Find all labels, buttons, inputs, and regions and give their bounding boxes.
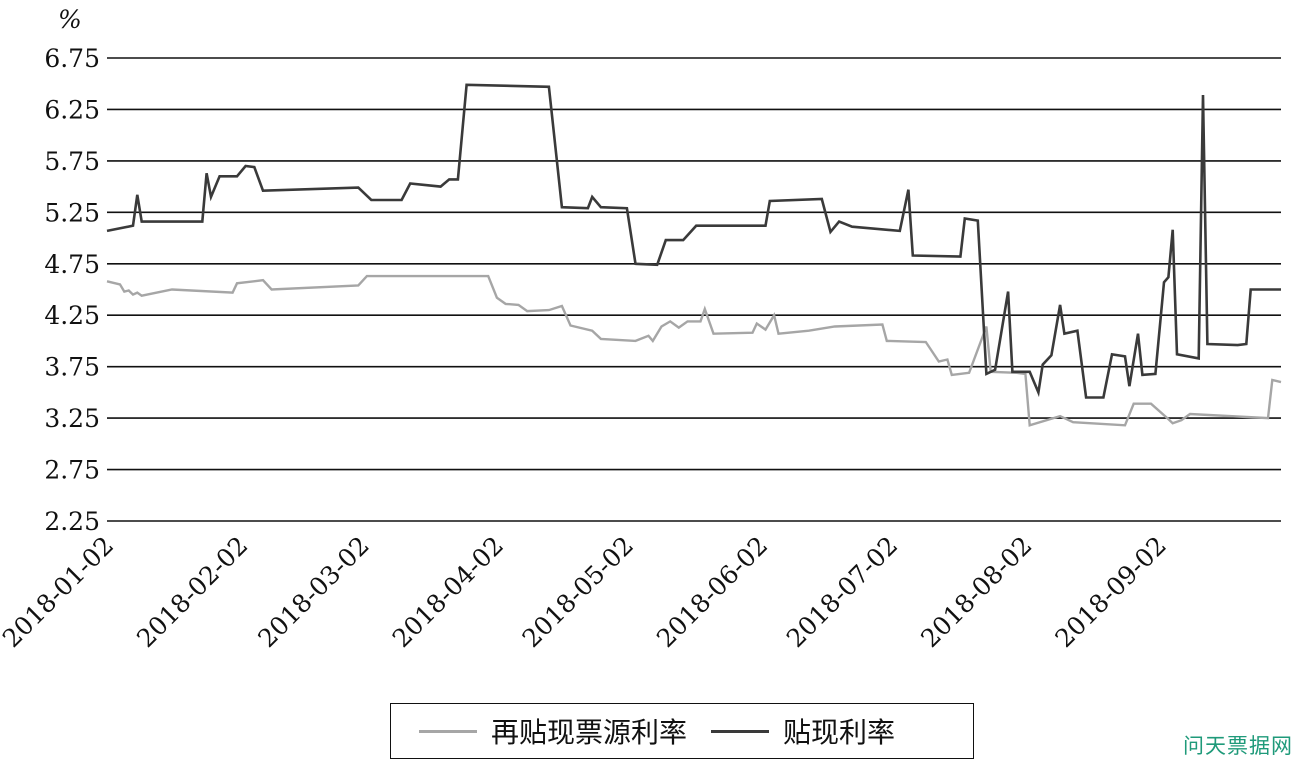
legend-swatch-discount <box>711 729 770 733</box>
y-unit-label: % <box>58 5 82 34</box>
y-tick-label: 6.75 <box>44 44 100 73</box>
y-tick-label: 4.75 <box>44 250 100 279</box>
watermark: 问天票据网 <box>1183 734 1293 758</box>
x-tick-label: 2018-05-02 <box>517 531 639 653</box>
y-tick-label: 5.25 <box>44 198 100 227</box>
x-tick-label: 2018-02-02 <box>131 531 253 653</box>
series-line-rediscount <box>106 274 1282 427</box>
y-tick-label: 4.25 <box>44 301 100 330</box>
legend-item-rediscount: 再贴现票源利率 <box>419 711 687 751</box>
series-line-discount <box>106 83 1281 399</box>
gridlines <box>107 57 1281 522</box>
legend-swatch-rediscount <box>419 729 477 733</box>
y-axis-ticks: 2.25 2.75 3.25 3.75 4.25 4.75 5.25 5.75 6.25 6.75 <box>44 44 100 536</box>
x-tick-label: 2018-07-02 <box>781 531 903 653</box>
legend: 再贴现票源利率 贴现利率 <box>390 703 974 759</box>
y-tick-label: 6.25 <box>44 95 100 124</box>
y-tick-label: 5.75 <box>44 147 100 176</box>
y-tick-label: 3.25 <box>44 404 100 433</box>
x-tick-label: 2018-04-02 <box>387 531 509 653</box>
x-tick-label: 2018-08-02 <box>915 531 1037 653</box>
line-chart: % 2.25 2.75 3.25 3.75 4.25 4.75 5.25 5.75 6.25 6.… <box>0 5 1282 653</box>
x-tick-label: 2018-03-02 <box>252 531 374 653</box>
legend-item-discount: 贴现利率 <box>711 711 895 751</box>
y-tick-label: 2.25 <box>44 507 100 536</box>
y-tick-label: 3.75 <box>44 353 100 382</box>
x-tick-label: 2018-01-02 <box>0 531 119 653</box>
y-tick-label: 2.75 <box>44 456 100 485</box>
x-tick-label: 2018-09-02 <box>1050 531 1172 653</box>
legend-label-rediscount: 再贴现票源利率 <box>491 716 688 749</box>
legend-label-discount: 贴现利率 <box>783 716 896 749</box>
x-tick-label: 2018-06-02 <box>651 531 773 653</box>
series-lines <box>106 83 1282 427</box>
